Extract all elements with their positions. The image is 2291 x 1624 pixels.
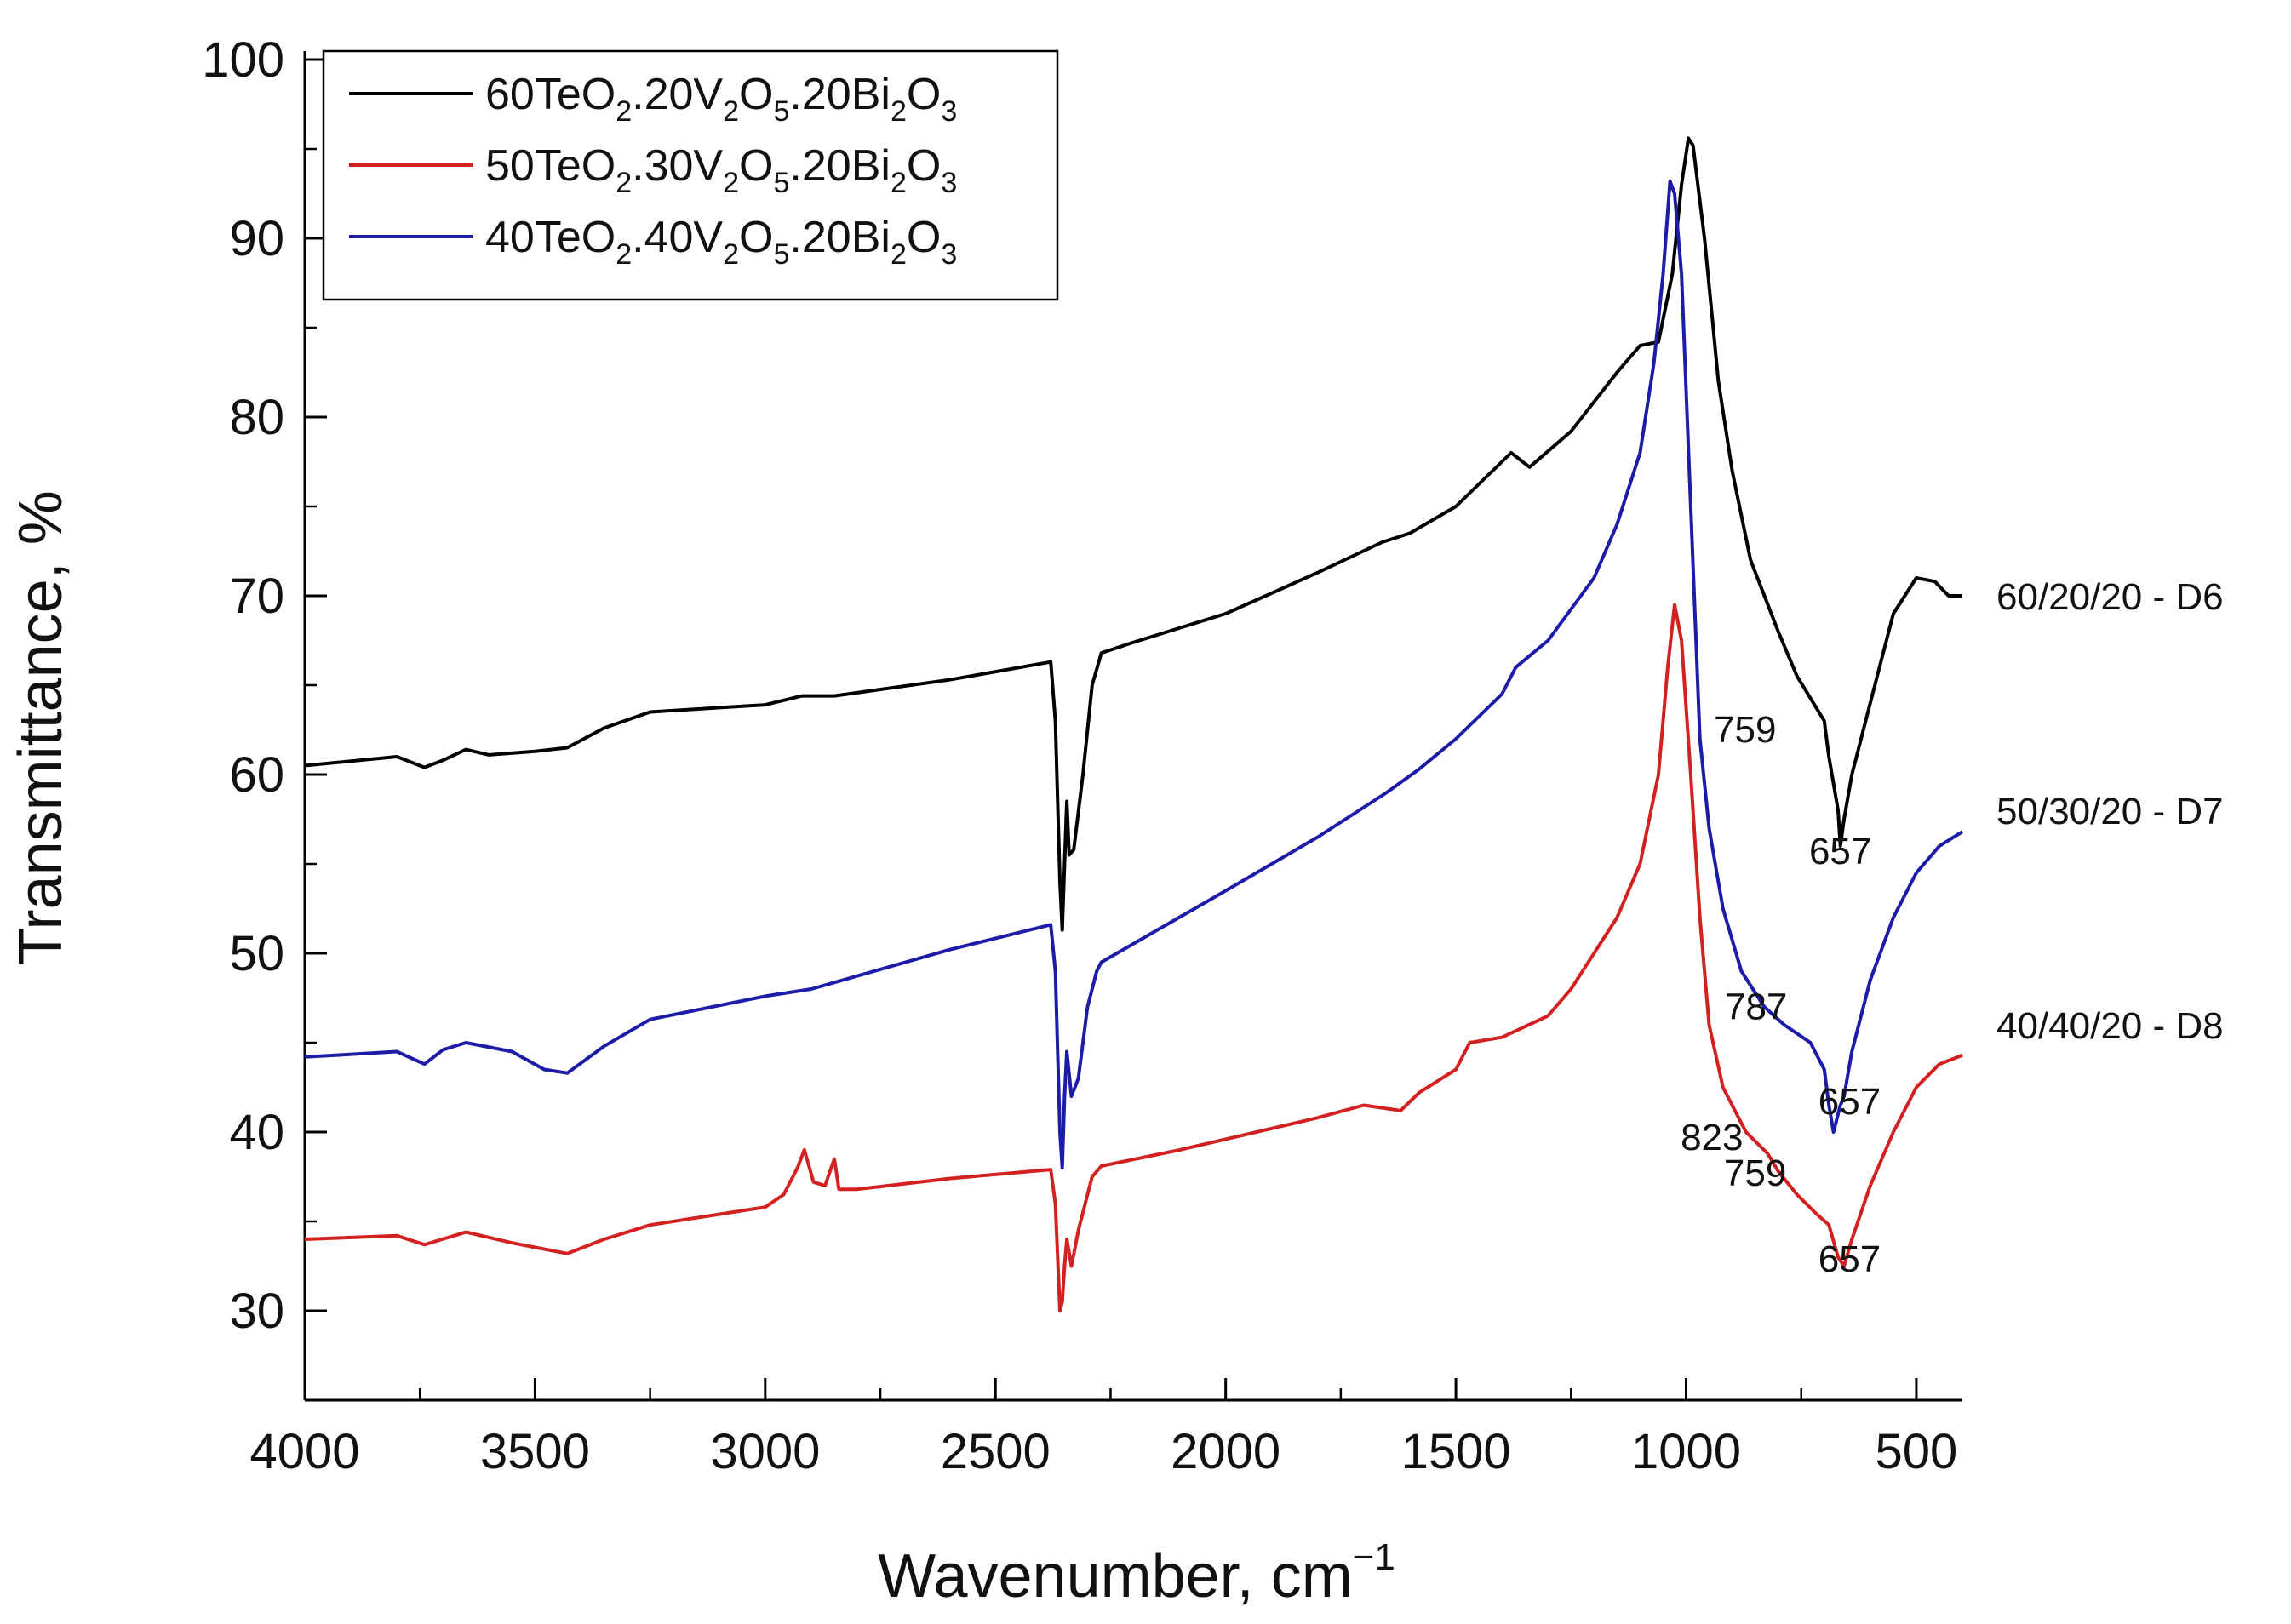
series-lines: [304, 136, 1964, 1312]
y-tick-label: 70: [229, 569, 284, 624]
legend-label-2: 50TeO2.30V2O5.20Bi2O3: [485, 141, 957, 199]
y-tick-label: 40: [229, 1105, 284, 1160]
y-axis-title: Transmittance, %: [7, 490, 75, 965]
x-axis-title-main: Wavenumber, cm: [878, 1542, 1353, 1610]
peak-annotation: 787: [1725, 986, 1787, 1028]
x-tick-label: 1000: [1631, 1424, 1741, 1479]
legend: 60TeO2.20V2O5.20Bi2O3 50TeO2.30V2O5.20Bi2…: [322, 49, 1059, 301]
peak-annotation: 657: [1818, 1238, 1881, 1280]
peak-annotation: 823: [1681, 1117, 1743, 1158]
x-axis-title-exponent: −1: [1353, 1536, 1395, 1578]
side-label-1: 60/20/20 - D6: [1996, 576, 2224, 618]
x-tick-label: 3000: [710, 1424, 820, 1479]
side-label-2: 50/30/20 - D7: [1996, 791, 2224, 832]
series-line-1: [304, 136, 1962, 932]
peak-annotation: 657: [1818, 1081, 1881, 1123]
legend-label-3: 40TeO2.40V2O5.20Bi2O3: [485, 213, 957, 271]
x-tick-label: 2000: [1171, 1424, 1280, 1479]
series-line-2: [304, 603, 1963, 1312]
peak-annotation: 759: [1724, 1152, 1786, 1194]
x-tick-label: 3500: [480, 1424, 590, 1479]
y-tick-label: 30: [229, 1284, 284, 1339]
y-tick-label: 50: [229, 926, 284, 981]
x-ticks: 4000 3500 3000 2500 2000 1500 1000 500: [249, 1378, 1957, 1479]
x-axis-title: Wavenumber, cm−1: [878, 1536, 1395, 1610]
x-tick-label: 1500: [1401, 1424, 1511, 1479]
x-tick-label: 500: [1876, 1424, 1958, 1479]
series-line-3: [304, 179, 1964, 1169]
y-ticks: 30 40 50 60 70 80 90 100: [202, 32, 327, 1339]
peak-annotation: 657: [1809, 831, 1871, 872]
legend-label-1: 60TeO2.20V2O5.20Bi2O3: [485, 70, 957, 128]
x-tick-label: 2500: [941, 1424, 1051, 1479]
side-label-3: 40/40/20 - D8: [1996, 1005, 2224, 1047]
x-tick-label: 4000: [249, 1424, 359, 1479]
peak-annotation: 759: [1714, 709, 1776, 751]
y-tick-label: 90: [229, 211, 284, 266]
side-labels: 60/20/20 - D6 50/30/20 - D7 40/40/20 - D8: [1996, 576, 2224, 1047]
y-tick-label: 100: [202, 32, 284, 88]
y-tick-label: 60: [229, 747, 284, 803]
y-tick-label: 80: [229, 390, 284, 445]
